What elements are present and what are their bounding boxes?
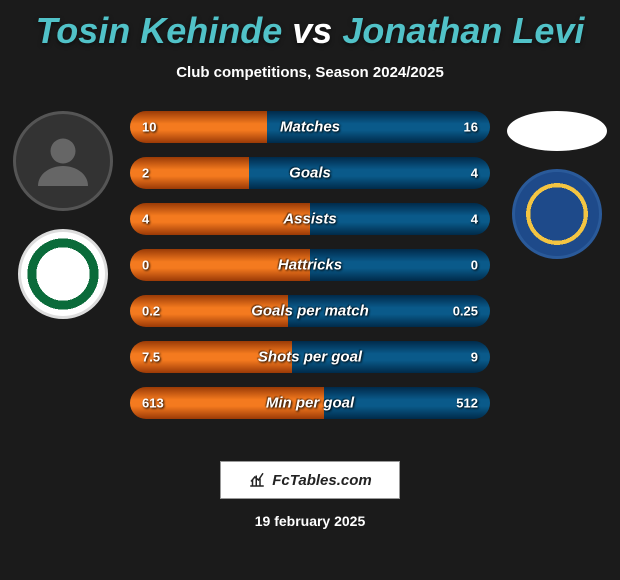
stat-value-right: 4 — [471, 212, 478, 227]
stat-row: Goals 2 4 — [130, 157, 490, 189]
stat-value-right: 0 — [471, 258, 478, 273]
comparison-title: Tosin Kehinde vs Jonathan Levi — [0, 0, 620, 52]
player2-club-badge — [512, 169, 602, 259]
vs-text: vs — [292, 10, 332, 51]
stat-value-left: 10 — [142, 120, 156, 135]
player1-avatar — [13, 111, 113, 211]
stat-label: Goals — [289, 165, 331, 182]
player2-avatar — [507, 111, 607, 151]
stat-row: Hattricks 0 0 — [130, 249, 490, 281]
stat-value-left: 613 — [142, 396, 164, 411]
stat-label: Shots per goal — [258, 349, 362, 366]
player1-club-badge — [18, 229, 108, 319]
player2-name: Jonathan Levi — [342, 10, 584, 51]
left-player-column — [8, 111, 118, 319]
stat-label: Goals per match — [251, 303, 369, 320]
stat-row: Matches 10 16 — [130, 111, 490, 143]
stat-value-right: 0.25 — [453, 304, 478, 319]
comparison-content: Matches 10 16 Goals 2 4 Assists 4 4 Hattricks 0 0 Go… — [0, 111, 620, 441]
stat-label: Assists — [283, 211, 336, 228]
stat-value-left: 0 — [142, 258, 149, 273]
stat-row: Shots per goal 7.5 9 — [130, 341, 490, 373]
stat-value-left: 7.5 — [142, 350, 160, 365]
stat-label: Matches — [280, 119, 340, 136]
stat-value-right: 16 — [464, 120, 478, 135]
stat-label: Min per goal — [266, 395, 354, 412]
stat-value-right: 512 — [456, 396, 478, 411]
stat-row: Assists 4 4 — [130, 203, 490, 235]
stat-label: Hattricks — [278, 257, 342, 274]
date-text: 19 february 2025 — [0, 513, 620, 529]
right-player-column — [502, 111, 612, 259]
stat-value-right: 4 — [471, 166, 478, 181]
stat-value-left: 2 — [142, 166, 149, 181]
brand-text: FcTables.com — [272, 472, 371, 489]
stat-value-right: 9 — [471, 350, 478, 365]
person-icon — [33, 131, 93, 191]
stat-row: Goals per match 0.2 0.25 — [130, 295, 490, 327]
subtitle: Club competitions, Season 2024/2025 — [0, 64, 620, 81]
brand-badge: FcTables.com — [220, 461, 400, 499]
bar-segment-right — [249, 157, 490, 189]
stat-value-left: 4 — [142, 212, 149, 227]
stat-row: Min per goal 613 512 — [130, 387, 490, 419]
stat-bars: Matches 10 16 Goals 2 4 Assists 4 4 Hattricks 0 0 Go… — [130, 111, 490, 419]
stat-value-left: 0.2 — [142, 304, 160, 319]
chart-icon — [248, 471, 266, 489]
player1-name: Tosin Kehinde — [36, 10, 283, 51]
bar-segment-right — [310, 203, 490, 235]
